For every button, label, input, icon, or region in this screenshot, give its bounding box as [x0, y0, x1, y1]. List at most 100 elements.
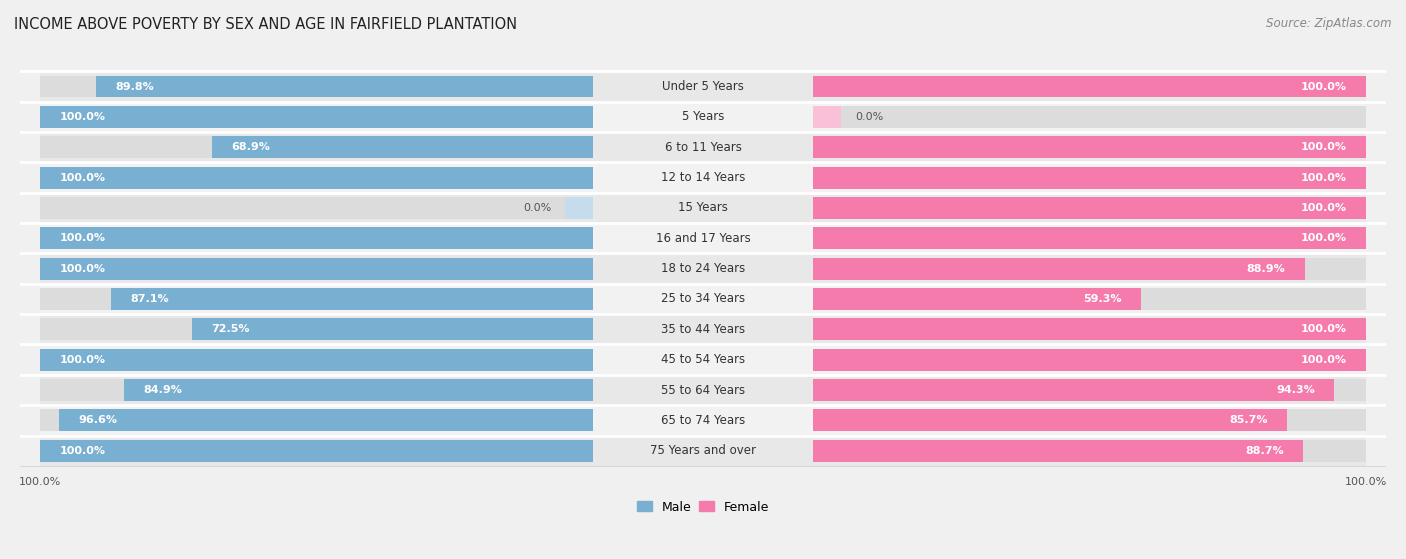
Bar [703, 72, 1365, 102]
Text: 88.9%: 88.9% [1247, 264, 1285, 273]
Bar [41, 193, 703, 223]
Bar [814, 319, 1365, 340]
Bar [41, 228, 592, 249]
Bar [41, 314, 703, 344]
Bar [124, 379, 592, 401]
Bar [814, 106, 1365, 128]
Text: 85.7%: 85.7% [1229, 415, 1268, 425]
Bar [41, 440, 592, 462]
Bar [41, 440, 592, 462]
Text: 100.0%: 100.0% [1301, 354, 1347, 364]
Bar [814, 136, 1365, 158]
Text: 12 to 14 Years: 12 to 14 Years [661, 171, 745, 184]
Bar [41, 258, 592, 280]
Text: 100.0%: 100.0% [59, 173, 105, 183]
Text: 100.0%: 100.0% [1301, 324, 1347, 334]
Text: 6 to 11 Years: 6 to 11 Years [665, 141, 741, 154]
Bar [814, 349, 1365, 371]
Bar [814, 136, 1365, 158]
Bar [212, 136, 592, 158]
Text: 5 Years: 5 Years [682, 110, 724, 124]
Bar [814, 228, 1365, 249]
Bar [703, 284, 1365, 314]
Bar [703, 163, 1365, 193]
Bar [41, 228, 592, 249]
Text: INCOME ABOVE POVERTY BY SEX AND AGE IN FAIRFIELD PLANTATION: INCOME ABOVE POVERTY BY SEX AND AGE IN F… [14, 17, 517, 32]
Text: 100.0%: 100.0% [59, 446, 105, 456]
Bar [814, 75, 1365, 97]
Bar [814, 440, 1303, 462]
Bar [41, 375, 703, 405]
Bar [814, 288, 1365, 310]
Text: 100.0%: 100.0% [59, 354, 105, 364]
Bar [193, 319, 592, 340]
Bar [41, 223, 703, 253]
Bar [703, 223, 1365, 253]
Bar [814, 228, 1365, 249]
Bar [703, 405, 1365, 435]
Text: 94.3%: 94.3% [1277, 385, 1315, 395]
Bar [814, 288, 1142, 310]
Text: 35 to 44 Years: 35 to 44 Years [661, 323, 745, 336]
Bar [814, 258, 1365, 280]
Text: 0.0%: 0.0% [855, 112, 883, 122]
Bar [41, 288, 592, 310]
Bar [41, 435, 703, 466]
Bar [41, 75, 592, 97]
Text: 65 to 74 Years: 65 to 74 Years [661, 414, 745, 427]
Bar [814, 75, 1365, 97]
Text: 100.0%: 100.0% [1301, 203, 1347, 213]
Bar [814, 379, 1334, 401]
Text: Under 5 Years: Under 5 Years [662, 80, 744, 93]
Bar [41, 319, 592, 340]
Bar [41, 132, 703, 163]
Bar [41, 106, 592, 128]
Text: 25 to 34 Years: 25 to 34 Years [661, 292, 745, 305]
Text: 84.9%: 84.9% [143, 385, 181, 395]
Bar [41, 197, 592, 219]
Bar [59, 409, 592, 432]
Bar [703, 193, 1365, 223]
Bar [565, 197, 592, 219]
Bar [41, 349, 592, 371]
Bar [41, 405, 703, 435]
Text: 59.3%: 59.3% [1083, 294, 1122, 304]
Text: 100.0%: 100.0% [59, 233, 105, 243]
Bar [703, 132, 1365, 163]
Bar [703, 375, 1365, 405]
Legend: Male, Female: Male, Female [631, 495, 775, 519]
Bar [703, 253, 1365, 284]
Text: 100.0%: 100.0% [1301, 142, 1347, 152]
Text: 68.9%: 68.9% [231, 142, 270, 152]
Text: 89.8%: 89.8% [115, 82, 155, 92]
Bar [41, 106, 592, 128]
Bar [41, 163, 703, 193]
Bar [41, 136, 592, 158]
Bar [814, 106, 841, 128]
Text: Source: ZipAtlas.com: Source: ZipAtlas.com [1267, 17, 1392, 30]
Bar [814, 409, 1286, 432]
Text: 88.7%: 88.7% [1246, 446, 1284, 456]
Bar [41, 409, 592, 432]
Text: 100.0%: 100.0% [1301, 173, 1347, 183]
Text: 18 to 24 Years: 18 to 24 Years [661, 262, 745, 275]
Text: 87.1%: 87.1% [131, 294, 169, 304]
Text: 100.0%: 100.0% [59, 264, 105, 273]
Bar [703, 102, 1365, 132]
Text: 55 to 64 Years: 55 to 64 Years [661, 383, 745, 396]
Text: 96.6%: 96.6% [79, 415, 117, 425]
Bar [814, 440, 1365, 462]
Bar [41, 253, 703, 284]
Bar [41, 102, 703, 132]
Bar [814, 379, 1365, 401]
Bar [41, 379, 592, 401]
Bar [97, 75, 592, 97]
Bar [41, 72, 703, 102]
Bar [41, 284, 703, 314]
Bar [41, 344, 703, 375]
Bar [814, 197, 1365, 219]
Text: 72.5%: 72.5% [211, 324, 250, 334]
Bar [814, 197, 1365, 219]
Text: 45 to 54 Years: 45 to 54 Years [661, 353, 745, 366]
Text: 16 and 17 Years: 16 and 17 Years [655, 232, 751, 245]
